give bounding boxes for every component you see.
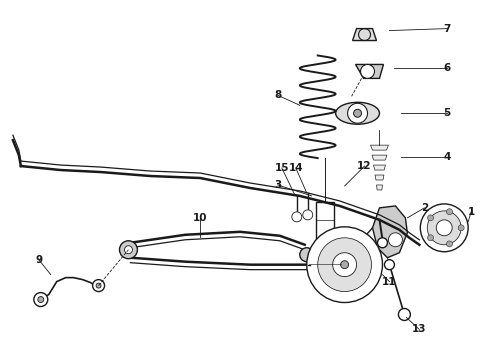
- Circle shape: [120, 241, 137, 259]
- Circle shape: [458, 225, 464, 231]
- Circle shape: [124, 246, 132, 254]
- Circle shape: [96, 283, 101, 288]
- Circle shape: [93, 280, 104, 292]
- Text: 2: 2: [421, 203, 428, 213]
- Circle shape: [307, 227, 383, 302]
- Polygon shape: [356, 64, 384, 78]
- Ellipse shape: [336, 102, 379, 124]
- Text: 9: 9: [35, 255, 42, 265]
- Circle shape: [303, 210, 313, 220]
- Polygon shape: [372, 155, 387, 160]
- Circle shape: [300, 248, 314, 262]
- Circle shape: [389, 233, 402, 247]
- Circle shape: [341, 261, 348, 269]
- Circle shape: [446, 209, 452, 215]
- Polygon shape: [370, 145, 389, 150]
- Polygon shape: [376, 185, 383, 190]
- Text: 5: 5: [443, 108, 451, 118]
- Text: 10: 10: [193, 213, 207, 223]
- Polygon shape: [373, 165, 386, 170]
- Circle shape: [427, 211, 461, 245]
- Circle shape: [38, 297, 44, 302]
- Text: 7: 7: [443, 24, 451, 33]
- Circle shape: [385, 260, 394, 270]
- Circle shape: [333, 253, 357, 276]
- Circle shape: [398, 309, 410, 320]
- Text: 6: 6: [443, 63, 451, 73]
- Text: 15: 15: [274, 163, 289, 173]
- Text: 8: 8: [274, 90, 281, 100]
- Text: 13: 13: [412, 324, 427, 334]
- Circle shape: [446, 241, 452, 247]
- Text: 1: 1: [467, 207, 475, 217]
- Circle shape: [292, 212, 302, 222]
- Circle shape: [420, 204, 468, 252]
- Circle shape: [347, 103, 368, 123]
- Circle shape: [318, 238, 371, 292]
- Circle shape: [377, 238, 388, 248]
- Circle shape: [361, 64, 374, 78]
- Text: 12: 12: [357, 161, 372, 171]
- Polygon shape: [375, 175, 384, 180]
- Text: 4: 4: [443, 152, 451, 162]
- Polygon shape: [372, 206, 407, 258]
- Polygon shape: [309, 255, 341, 273]
- Circle shape: [34, 293, 48, 306]
- Polygon shape: [316, 202, 334, 255]
- Circle shape: [428, 215, 434, 221]
- Text: 14: 14: [289, 163, 303, 173]
- Circle shape: [319, 259, 330, 269]
- Circle shape: [428, 235, 434, 241]
- Text: 3: 3: [274, 180, 281, 190]
- Text: 11: 11: [382, 276, 397, 287]
- Polygon shape: [353, 28, 376, 41]
- Circle shape: [354, 109, 362, 117]
- Circle shape: [436, 220, 452, 236]
